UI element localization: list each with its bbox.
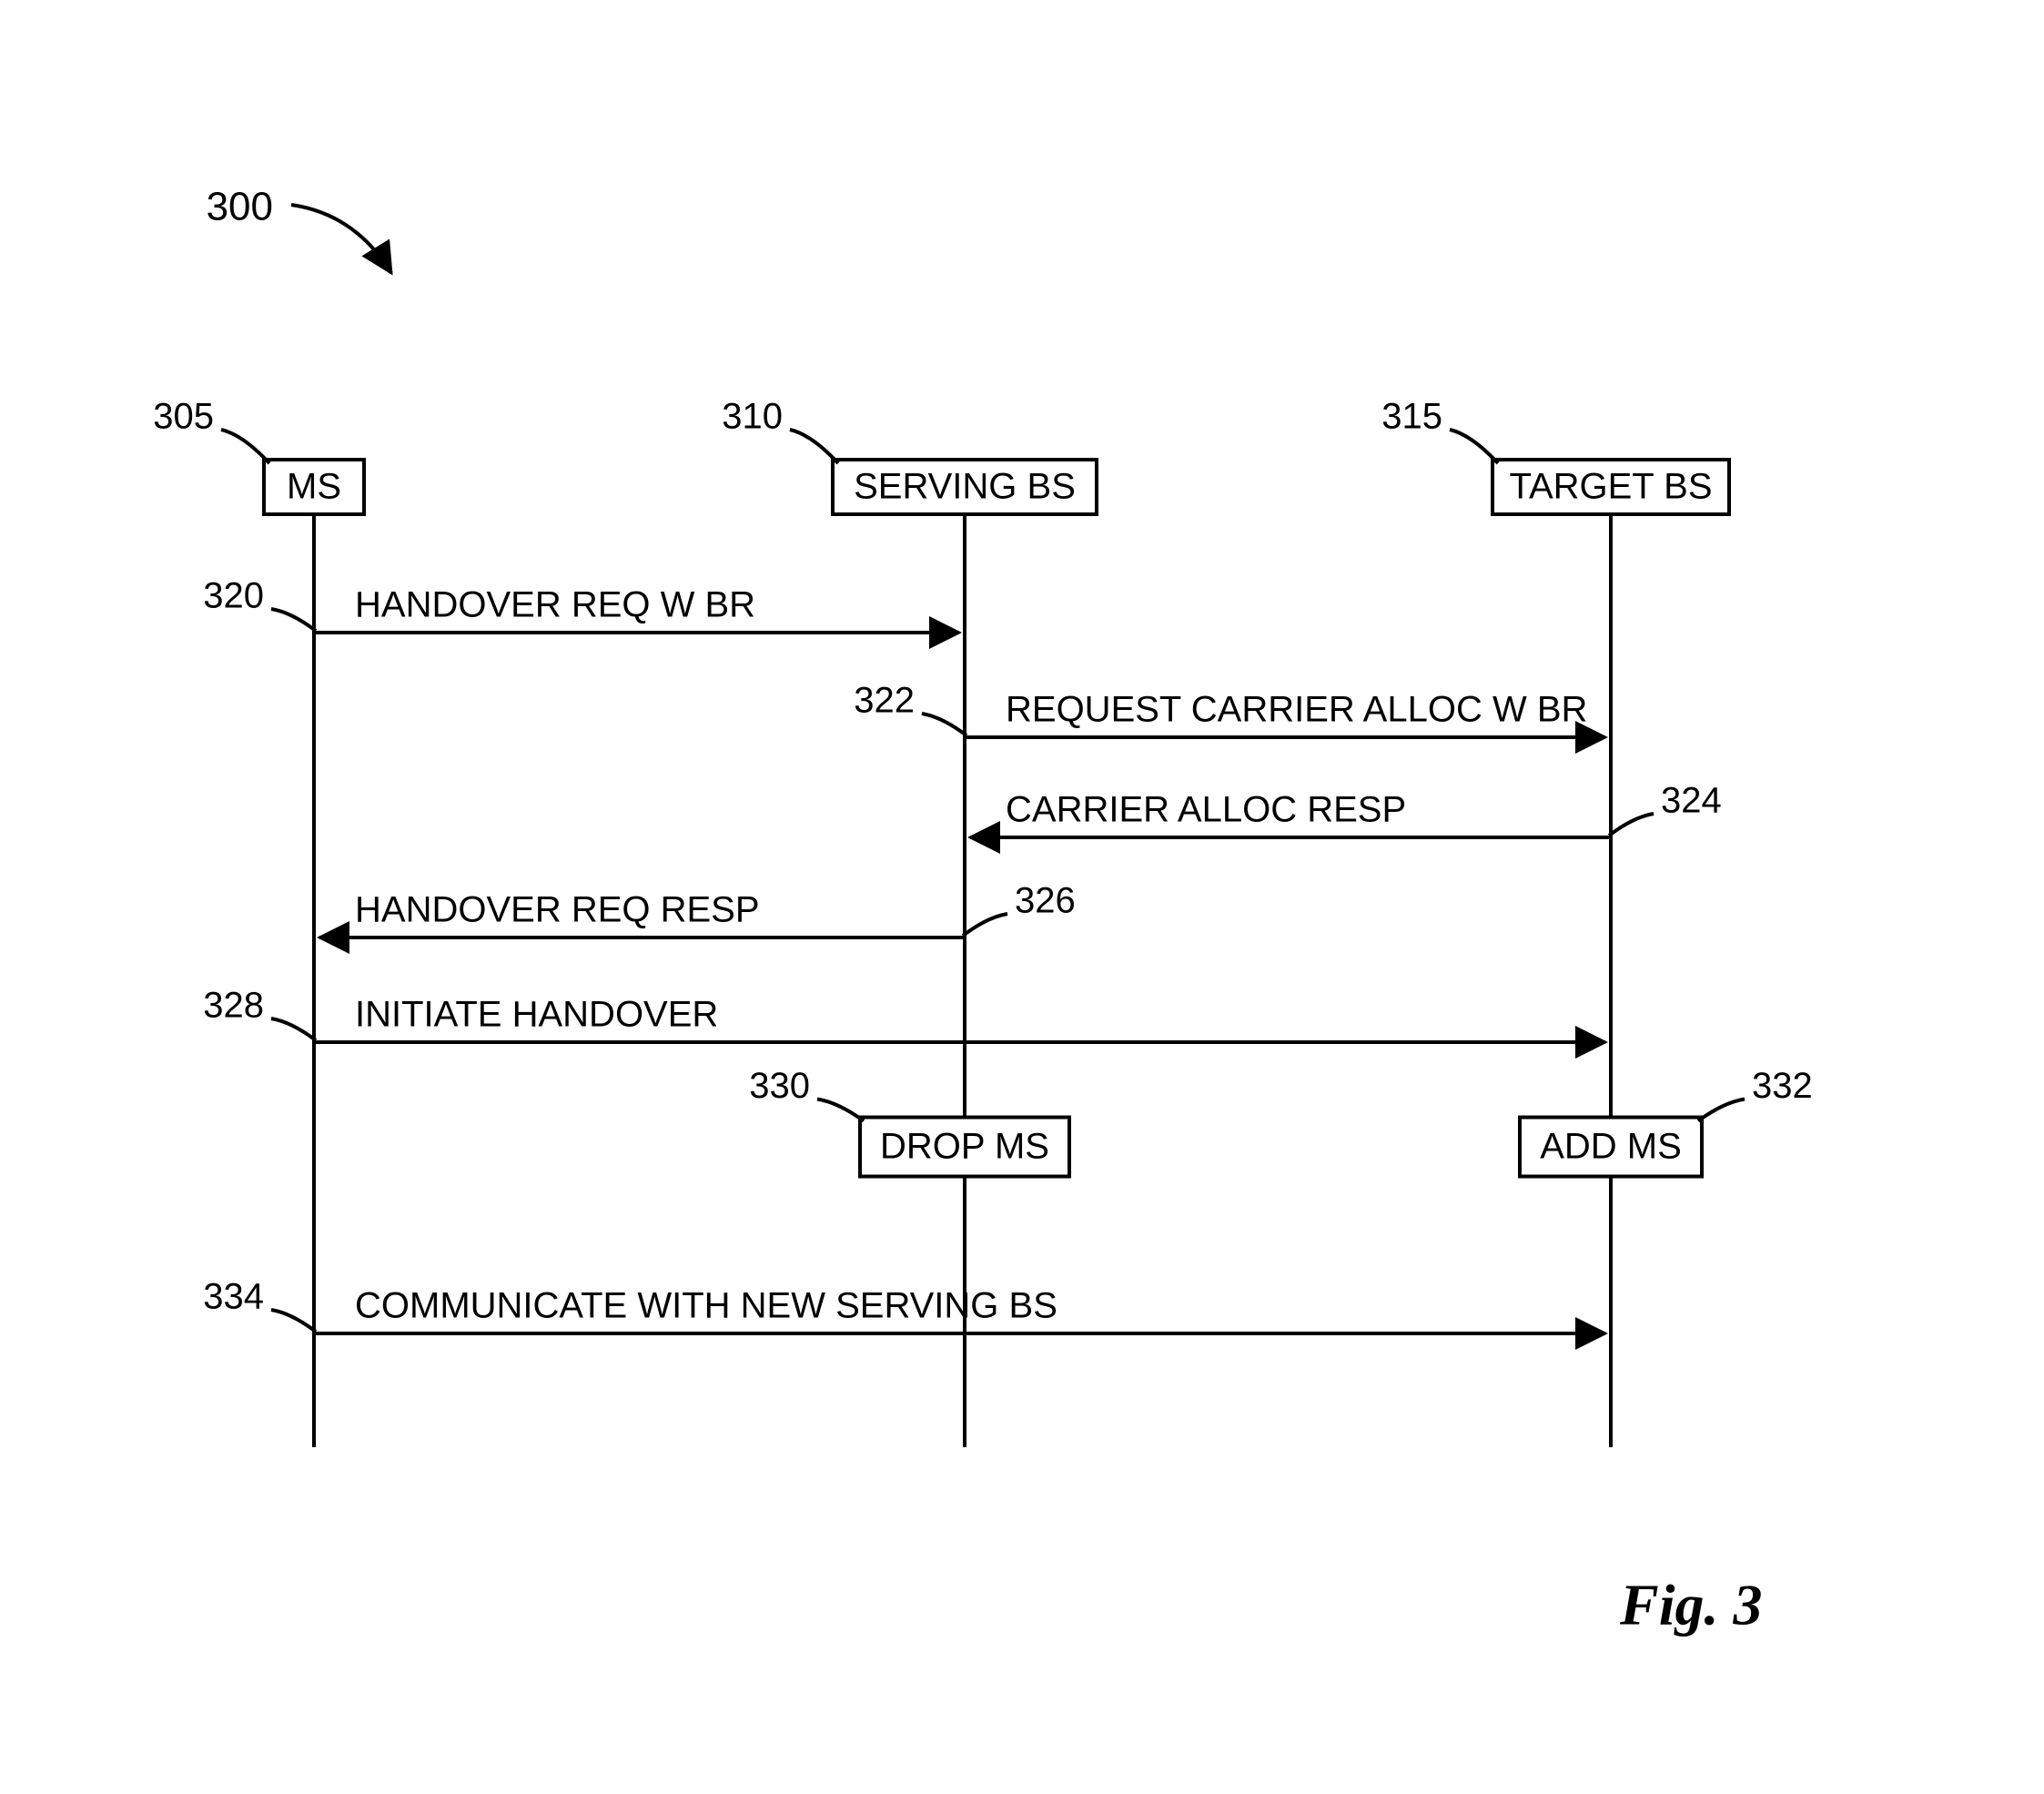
actor-label-target: TARGET BS bbox=[1509, 467, 1712, 507]
msg-ref-324: 324 bbox=[1661, 781, 1722, 821]
note-ref-330: 330 bbox=[749, 1066, 810, 1106]
msg-ref-334: 334 bbox=[203, 1277, 264, 1317]
msg-leader-322 bbox=[922, 714, 966, 735]
note-leader-330 bbox=[817, 1100, 864, 1121]
msg-label-322: REQUEST CARRIER ALLOC W BR bbox=[1006, 690, 1587, 730]
msg-ref-328: 328 bbox=[203, 986, 264, 1026]
msg-leader-334 bbox=[271, 1310, 316, 1332]
actor-leader-ms bbox=[221, 430, 269, 463]
actor-ref-target: 315 bbox=[1381, 397, 1442, 437]
msg-leader-328 bbox=[271, 1019, 316, 1040]
msg-leader-326 bbox=[963, 914, 1007, 936]
note-ref-332: 332 bbox=[1752, 1066, 1813, 1106]
note-leader-332 bbox=[1698, 1100, 1745, 1121]
msg-label-320: HANDOVER REQ W BR bbox=[355, 585, 755, 625]
msg-label-324: CARRIER ALLOC RESP bbox=[1006, 790, 1406, 830]
actor-ref-serving: 310 bbox=[722, 397, 783, 437]
msg-ref-322: 322 bbox=[854, 681, 915, 721]
msg-leader-324 bbox=[1609, 814, 1654, 836]
figure-caption: Fig. 3 bbox=[1619, 1573, 1762, 1637]
actor-label-ms: MS bbox=[287, 467, 341, 507]
msg-ref-326: 326 bbox=[1015, 881, 1076, 921]
msg-ref-320: 320 bbox=[203, 576, 264, 616]
diagram-ref: 300 bbox=[207, 185, 273, 229]
msg-label-326: HANDOVER REQ RESP bbox=[355, 890, 760, 930]
note-label-332: ADD MS bbox=[1540, 1127, 1682, 1167]
actor-leader-serving bbox=[790, 430, 838, 463]
msg-leader-320 bbox=[271, 609, 316, 631]
diagram-ref-arrow bbox=[291, 205, 391, 273]
note-label-330: DROP MS bbox=[880, 1127, 1049, 1167]
actor-label-serving: SERVING BS bbox=[854, 467, 1076, 507]
actor-ref-ms: 305 bbox=[153, 397, 214, 437]
msg-label-334: COMMUNICATE WITH NEW SERVING BS bbox=[355, 1286, 1057, 1326]
actor-leader-target bbox=[1450, 430, 1498, 463]
msg-label-328: INITIATE HANDOVER bbox=[355, 995, 718, 1035]
